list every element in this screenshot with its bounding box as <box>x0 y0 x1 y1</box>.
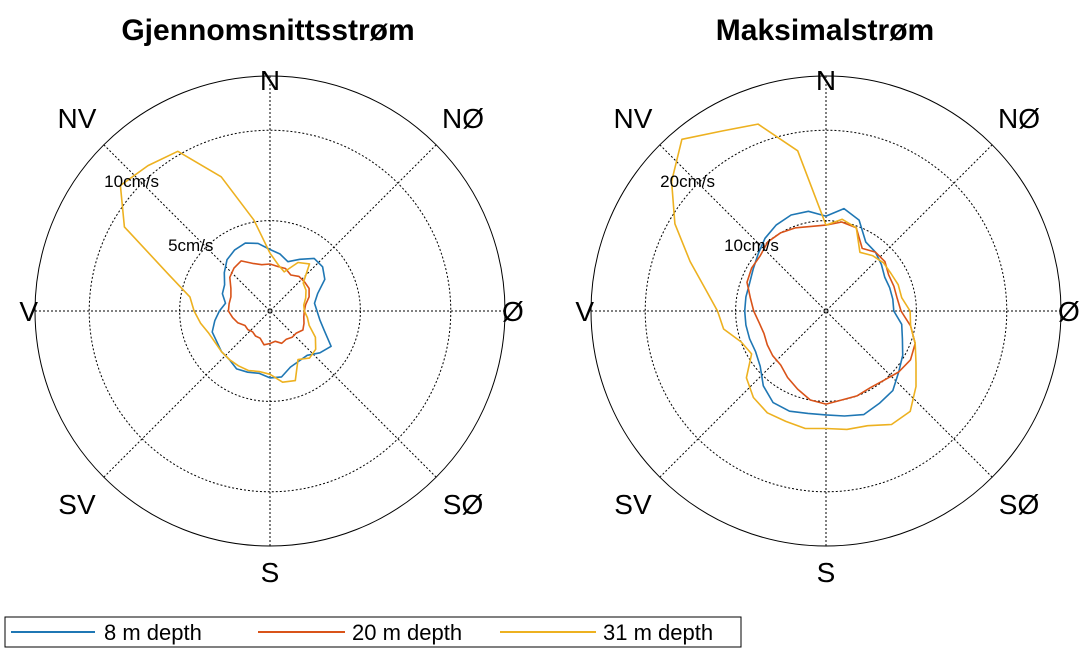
direction-label-so: SØ <box>999 489 1039 520</box>
ring-label-1: 10cm/s <box>104 172 159 191</box>
series-line-20-m-depth <box>227 260 310 346</box>
chart-title-maksimalstrom: Maksimalstrøm <box>716 14 934 47</box>
plot-gjennomsnittsstrom: Gjennomsnittsstrøm 5cm/s 10cm/s N NØ Ø SØ S SV V… <box>19 14 523 588</box>
legend-label-20m: 20 m depth <box>352 620 462 645</box>
direction-label-so: SØ <box>443 489 483 520</box>
direction-label-sv: SV <box>58 489 96 520</box>
direction-label-n: N <box>816 65 836 96</box>
ring-1 <box>644 129 1008 493</box>
direction-label-v: V <box>575 296 594 327</box>
direction-label-n: N <box>260 65 280 96</box>
series-line-31-m-depth <box>670 123 917 431</box>
legend-box <box>4 616 742 648</box>
ring-1 <box>88 129 452 493</box>
legend: 8 m depth 20 m depth 31 m depth <box>4 616 742 648</box>
direction-label-s: S <box>261 557 280 588</box>
spoke-3 <box>659 144 993 478</box>
direction-label-nv: NV <box>58 103 97 134</box>
ring-label-0: 5cm/s <box>168 236 213 255</box>
chart-title-gjennomsnittsstrom: Gjennomsnittsstrøm <box>121 14 414 47</box>
direction-label-no: NØ <box>442 103 484 134</box>
direction-label-sv: SV <box>614 489 652 520</box>
series-line-20-m-depth <box>746 221 917 405</box>
series-line-8-m-depth <box>743 207 904 417</box>
direction-label-o: Ø <box>1058 296 1080 327</box>
direction-label-o: Ø <box>502 296 524 327</box>
ring-label-1: 20cm/s <box>660 172 715 191</box>
spoke-3 <box>103 144 437 478</box>
plot-maksimalstrom: Maksimalstrøm 10cm/s 20cm/s N NØ Ø SØ S SV V NV <box>575 14 1079 588</box>
direction-label-nv: NV <box>614 103 653 134</box>
series-line-8-m-depth <box>211 242 332 379</box>
series-line-31-m-depth <box>119 150 317 384</box>
direction-label-no: NØ <box>998 103 1040 134</box>
legend-label-31m: 31 m depth <box>603 620 713 645</box>
direction-label-v: V <box>19 296 38 327</box>
ring-label-0: 10cm/s <box>724 236 779 255</box>
direction-label-s: S <box>817 557 836 588</box>
legend-label-8m: 8 m depth <box>104 620 202 645</box>
